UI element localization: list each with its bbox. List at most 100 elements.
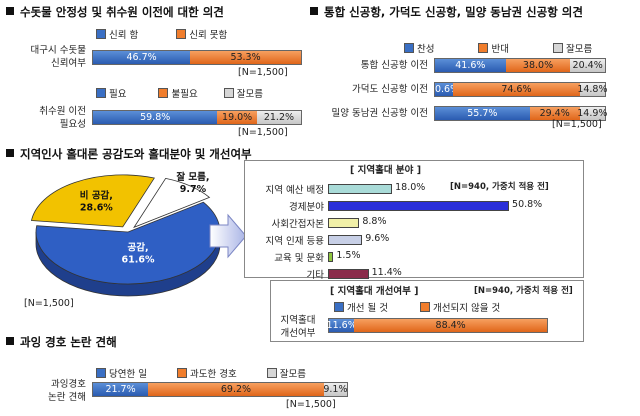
row-label-airport: 밀양 동남권 신공항 이전 <box>331 108 428 119</box>
bar-segment: 10.6% <box>428 83 460 96</box>
pie-chart: 공감, 61.6% 비 공감, 28.6% 잘 모름, 9.7% <box>30 171 221 297</box>
neglect-category-label: 기타 <box>306 270 324 281</box>
section-title-security-text: 과잉 경호 논란 견해 <box>20 335 117 349</box>
bar-segment: 53.3% <box>190 51 301 64</box>
section-title-water-text: 수돗물 안정성 및 취수원 이전에 대한 의견 <box>20 5 224 19</box>
neglect-value-label: 8.8% <box>362 216 387 227</box>
legend-swatch <box>96 29 106 39</box>
neglect-category-label: 사회간접자본 <box>271 219 324 230</box>
stacked-bar-trust: 46.7% 53.3% <box>92 50 302 65</box>
n-note-airport: [N=1,500] <box>552 119 602 130</box>
neglect-value-label: 1.5% <box>336 250 361 261</box>
legend-label: 불필요 <box>171 89 198 100</box>
stacked-bar-airport: 10.6% 74.6% 14.8% <box>428 82 608 97</box>
section-title-neglect-text: 지역인사 홀대론 공감도와 홀대분야 및 개선여부 <box>20 147 252 161</box>
bullet-square-icon <box>6 7 14 15</box>
legend-airport: 찬성 반대 잘모름 <box>404 41 592 55</box>
bar-segment: 29.4% <box>529 107 580 120</box>
row-label-airport: 가덕도 신공항 이전 <box>352 84 428 95</box>
bar-segment: 9.1% <box>323 383 348 396</box>
n-note-pie: [N=1,500] <box>24 298 74 309</box>
legend-item: 당연한 일 <box>96 366 147 380</box>
neglect-field-title: [ 지역홀대 분야 ] <box>350 165 422 176</box>
section-title-security: 과잉 경호 논란 견해 <box>6 334 117 350</box>
section-title-airport: 통합 신공항, 가덕도 신공항, 밀양 동남권 신공항 의견 <box>310 4 583 20</box>
neglect-bar <box>328 184 393 194</box>
legend-item: 개선되지 않을 것 <box>420 300 500 314</box>
improvement-note: [N=940, 가중치 적용 전] <box>474 286 573 296</box>
section-title-airport-text: 통합 신공항, 가덕도 신공항, 밀양 동남권 신공항 의견 <box>324 5 583 19</box>
bullet-square-icon <box>6 149 14 157</box>
neglect-bar <box>328 218 360 228</box>
neglect-field-note: [N=940, 가중치 적용 전] <box>450 182 549 192</box>
bar-segment: 55.7% <box>435 107 530 120</box>
neglect-value-label: 9.6% <box>365 233 390 244</box>
legend-label: 잘모름 <box>565 44 593 55</box>
bar-segment: 14.8% <box>577 83 608 96</box>
legend-swatch <box>478 43 489 53</box>
legend-security: 당연한 일 과도한 경호 잘모름 <box>96 366 306 380</box>
neglect-bar <box>328 235 363 245</box>
stacked-bar-security: 21.7% 69.2% 9.1% <box>92 382 348 397</box>
legend-swatch <box>176 29 187 39</box>
legend-item: 개선 될 것 <box>334 300 388 314</box>
row-label-trust: 대구시 수돗물 신뢰여부 <box>30 45 86 69</box>
legend-item: 신뢰 못함 <box>176 27 227 41</box>
legend-item: 불필요 <box>158 86 198 100</box>
bar-segment: 74.6% <box>453 83 580 96</box>
legend-item: 찬성 <box>404 41 434 55</box>
legend-swatch <box>404 43 414 53</box>
row-label-improvement: 지역홀대 개선여부 <box>280 315 316 339</box>
bar-segment: 11.6% <box>326 319 357 332</box>
stacked-bar-move: 59.8% 19.0% 21.2% <box>92 110 302 125</box>
legend-swatch <box>223 88 234 98</box>
neglect-bar <box>328 269 369 279</box>
legend-swatch <box>96 88 106 98</box>
pie-slice-label: 비 공감, 28.6% <box>80 189 114 213</box>
bar-segment: 41.6% <box>435 59 506 72</box>
bar-segment: 38.0% <box>505 59 571 72</box>
legend-swatch <box>266 368 277 378</box>
legend-label: 개선되지 않을 것 <box>433 303 501 314</box>
legend-item: 잘모름 <box>223 86 263 100</box>
bullet-square-icon <box>6 337 14 345</box>
neglect-category-label: 교육 및 문화 <box>274 253 324 264</box>
legend-swatch <box>420 302 430 312</box>
pie-slice <box>133 177 211 229</box>
legend-improvement: 개선 될 것 개선되지 않을 것 <box>334 300 500 314</box>
legend-item: 신뢰 함 <box>96 27 138 41</box>
legend-label: 잘모름 <box>279 369 306 380</box>
legend-item: 잘모름 <box>266 366 306 380</box>
legend-water-move: 필요 불필요 잘모름 <box>96 86 263 100</box>
legend-label: 개선 될 것 <box>347 303 388 314</box>
neglect-category-label: 지역 예산 배정 <box>265 185 324 196</box>
stacked-bar-airport: 55.7% 29.4% 14.9% <box>434 106 608 121</box>
legend-item: 필요 <box>96 86 126 100</box>
neglect-field-panel <box>244 160 584 278</box>
bar-segment: 69.2% <box>148 383 324 396</box>
neglect-category-label: 경제분야 <box>289 202 324 213</box>
neglect-category-label: 지역 인재 등용 <box>265 236 324 247</box>
neglect-bar <box>328 252 334 262</box>
legend-swatch <box>552 43 563 53</box>
bar-segment: 14.9% <box>577 107 608 120</box>
legend-label: 필요 <box>109 89 127 100</box>
legend-label: 반대 <box>491 44 509 55</box>
legend-label: 찬성 <box>417 44 435 55</box>
legend-label: 신뢰 못함 <box>189 30 228 41</box>
stacked-bar-airport: 41.6% 38.0% 20.4% <box>434 58 606 73</box>
neglect-value-label: 50.8% <box>512 199 543 210</box>
n-note-move: [N=1,500] <box>238 127 288 138</box>
legend-water-trust: 신뢰 함 신뢰 못함 <box>96 27 227 41</box>
legend-label: 당연한 일 <box>109 369 147 380</box>
legend-swatch <box>158 88 169 98</box>
stacked-bar-improvement: 11.6% 88.4% <box>326 318 548 333</box>
n-note-security: [N=1,500] <box>286 399 336 410</box>
bar-segment: 19.0% <box>217 111 257 124</box>
bar-segment: 59.8% <box>93 111 218 124</box>
legend-label: 신뢰 함 <box>109 30 139 41</box>
bar-segment: 21.7% <box>93 383 149 396</box>
legend-item: 반대 <box>478 41 509 55</box>
legend-swatch <box>96 368 106 378</box>
bar-segment: 21.2% <box>256 111 301 124</box>
